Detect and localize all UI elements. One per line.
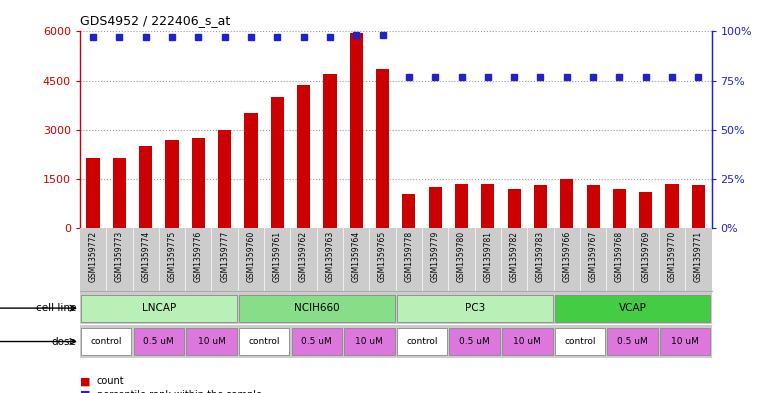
Bar — [186, 328, 237, 355]
Text: ■: ■ — [80, 390, 91, 393]
Bar — [396, 328, 447, 355]
Text: dose: dose — [51, 336, 76, 347]
Bar — [271, 97, 284, 228]
Text: GSM1359777: GSM1359777 — [220, 231, 229, 282]
Text: GSM1359783: GSM1359783 — [536, 231, 545, 282]
Text: GSM1359760: GSM1359760 — [247, 231, 256, 282]
Bar — [297, 86, 310, 228]
Bar — [81, 328, 132, 355]
Text: GSM1359775: GSM1359775 — [167, 231, 177, 282]
Text: 10 uM: 10 uM — [355, 337, 384, 346]
Bar — [587, 185, 600, 228]
Bar — [81, 295, 237, 321]
Bar — [349, 33, 363, 228]
Text: percentile rank within the sample: percentile rank within the sample — [97, 390, 262, 393]
Text: ■: ■ — [80, 376, 91, 386]
Text: 0.5 uM: 0.5 uM — [617, 337, 648, 346]
Text: GSM1359778: GSM1359778 — [404, 231, 413, 282]
Bar — [139, 146, 152, 228]
Text: 0.5 uM: 0.5 uM — [301, 337, 332, 346]
Text: GSM1359767: GSM1359767 — [588, 231, 597, 282]
Text: GSM1359773: GSM1359773 — [115, 231, 124, 282]
Text: control: control — [564, 337, 596, 346]
Bar — [481, 184, 495, 228]
Bar — [134, 328, 184, 355]
Text: GSM1359771: GSM1359771 — [694, 231, 703, 282]
Text: 0.5 uM: 0.5 uM — [144, 337, 174, 346]
Bar — [555, 295, 711, 321]
Text: VCAP: VCAP — [619, 303, 647, 313]
Bar — [239, 328, 289, 355]
Text: LNCAP: LNCAP — [142, 303, 176, 313]
Text: GSM1359779: GSM1359779 — [431, 231, 440, 282]
Text: GSM1359765: GSM1359765 — [378, 231, 387, 282]
Text: control: control — [91, 337, 122, 346]
Bar — [508, 189, 521, 228]
Text: GSM1359776: GSM1359776 — [194, 231, 203, 282]
Bar — [323, 74, 336, 228]
Bar — [613, 189, 626, 228]
Text: cell line: cell line — [36, 303, 76, 313]
Bar — [244, 113, 257, 228]
Text: GSM1359764: GSM1359764 — [352, 231, 361, 282]
Text: 10 uM: 10 uM — [198, 337, 225, 346]
Text: GSM1359768: GSM1359768 — [615, 231, 624, 282]
Bar — [555, 328, 605, 355]
Bar — [113, 158, 126, 228]
Text: GSM1359763: GSM1359763 — [326, 231, 334, 282]
Text: NCIH660: NCIH660 — [294, 303, 339, 313]
Bar — [665, 184, 679, 228]
Text: GSM1359770: GSM1359770 — [667, 231, 677, 282]
Bar — [450, 328, 500, 355]
Bar — [455, 184, 468, 228]
Bar — [607, 328, 658, 355]
Bar — [291, 328, 342, 355]
Bar — [87, 158, 100, 228]
Text: GSM1359780: GSM1359780 — [457, 231, 466, 282]
Bar — [344, 328, 395, 355]
Bar — [376, 69, 389, 228]
Text: 0.5 uM: 0.5 uM — [460, 337, 490, 346]
Text: 10 uM: 10 uM — [671, 337, 699, 346]
Bar — [660, 328, 711, 355]
Text: GSM1359782: GSM1359782 — [510, 231, 519, 282]
Text: count: count — [97, 376, 124, 386]
Bar — [218, 130, 231, 228]
Bar — [502, 328, 552, 355]
Bar — [165, 140, 179, 228]
Bar — [534, 185, 547, 228]
Bar — [403, 193, 416, 228]
Bar — [396, 295, 552, 321]
Text: GSM1359781: GSM1359781 — [483, 231, 492, 282]
Text: GSM1359766: GSM1359766 — [562, 231, 572, 282]
Text: GDS4952 / 222406_s_at: GDS4952 / 222406_s_at — [80, 15, 230, 28]
Text: 10 uM: 10 uM — [514, 337, 541, 346]
Bar — [192, 138, 205, 228]
Text: GSM1359762: GSM1359762 — [299, 231, 308, 282]
Bar — [239, 295, 395, 321]
Text: GSM1359774: GSM1359774 — [142, 231, 150, 282]
Text: control: control — [248, 337, 280, 346]
Text: GSM1359769: GSM1359769 — [642, 231, 650, 282]
Bar — [428, 187, 442, 228]
Text: GSM1359772: GSM1359772 — [88, 231, 97, 282]
Text: control: control — [406, 337, 438, 346]
Text: GSM1359761: GSM1359761 — [272, 231, 282, 282]
Text: PC3: PC3 — [464, 303, 485, 313]
Bar — [560, 179, 573, 228]
Bar — [639, 192, 652, 228]
Bar — [692, 185, 705, 228]
